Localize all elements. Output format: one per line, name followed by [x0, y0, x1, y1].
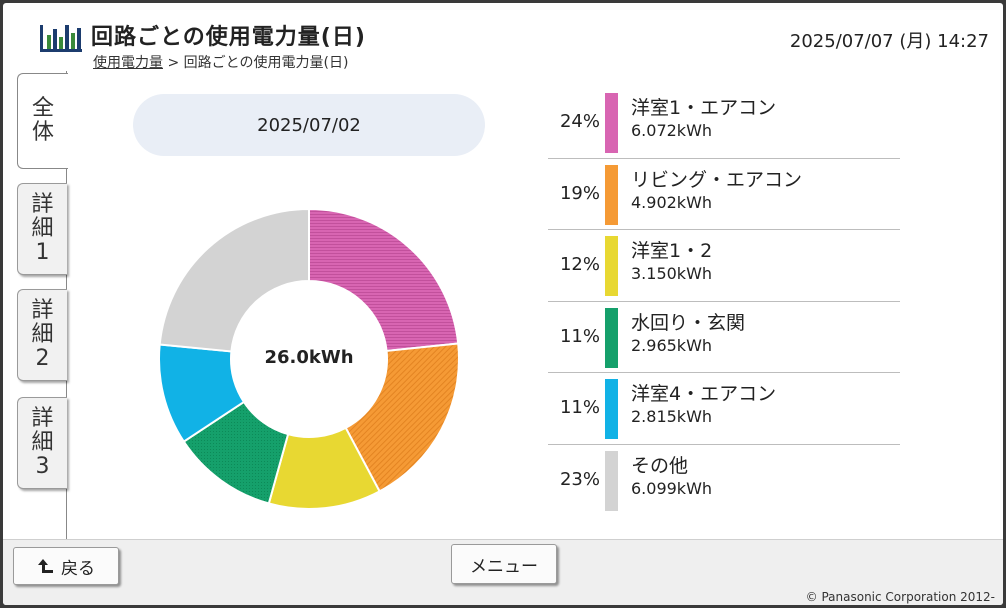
legend-circuit-name: 洋室1・エアコン [631, 97, 777, 119]
legend-swatch [605, 450, 618, 511]
legend-percent: 11% [559, 325, 600, 347]
tab-detail-2[interactable]: 詳 細 2 [17, 289, 67, 381]
legend-swatch [605, 164, 618, 225]
donut-chart [158, 207, 460, 510]
return-arrow-icon [38, 559, 53, 573]
legend-percent: 12% [559, 254, 600, 275]
tab-all[interactable]: 全 体 [17, 73, 68, 169]
legend-percent: 19% [559, 182, 600, 204]
donut-slice [344, 342, 460, 493]
legend-circuit-name: 洋室4・エアコン [631, 383, 777, 405]
legend-row-circuit[interactable]: 24% 洋室1・エアコン 6.072kWh [548, 87, 900, 159]
date-display: 2025/07/02 [133, 94, 485, 156]
legend-row-circuit[interactable]: 11% 洋室4・エアコン 2.815kWh [548, 373, 900, 445]
donut-slice [158, 207, 310, 353]
breadcrumb-link-power-usage[interactable]: 使用電力量 [93, 55, 163, 71]
breadcrumb-current: 回路ごとの使用電力量(日) [183, 55, 349, 71]
total-energy: 26.0kWh [264, 347, 354, 368]
breadcrumb: 使用電力量 > 回路ごとの使用電力量(日) [93, 52, 348, 72]
legend-circuit-name: その他 [631, 454, 689, 477]
legend-row-circuit[interactable]: 11% 水回り・玄関 2.965kWh [548, 302, 900, 373]
screen: 回路ごとの使用電力量(日) 使用電力量 > 回路ごとの使用電力量(日) 2025… [3, 3, 1003, 605]
legend-circuit-name: 洋室1・2 [631, 240, 713, 262]
footer-bar: 戻る メニュー © Panasonic Corporation 2012- [3, 539, 1003, 605]
legend-circuit-name: 水回り・玄関 [631, 311, 746, 334]
legend-percent: 24% [559, 111, 600, 132]
bar-chart-icon [40, 25, 82, 52]
legend-energy-value: 2.815kWh [631, 407, 713, 426]
breadcrumb-separator: > [167, 55, 180, 71]
menu-button[interactable]: メニュー [451, 544, 557, 584]
page-title: 回路ごとの使用電力量(日) [91, 25, 366, 50]
legend-energy-value: 3.150kWh [631, 264, 713, 283]
copyright-text: © Panasonic Corporation 2012- [805, 590, 995, 604]
legend-energy-value: 4.902kWh [631, 192, 713, 212]
legend: 24% 洋室1・エアコン 6.072kWh 19% リビング・エアコン 4.90… [548, 87, 900, 516]
back-button[interactable]: 戻る [13, 547, 119, 585]
legend-row-circuit[interactable]: 23% その他 6.099kWh [548, 445, 900, 517]
tab-detail-3[interactable]: 詳 細 3 [17, 397, 67, 489]
donut-slice [308, 207, 460, 353]
datetime-display: 2025/07/07 (月) 14:27 [789, 31, 989, 52]
legend-swatch [605, 93, 618, 153]
legend-energy-value: 6.099kWh [631, 478, 713, 498]
back-button-label: 戻る [61, 558, 95, 579]
menu-button-label: メニュー [470, 556, 538, 577]
legend-energy-value: 6.072kWh [631, 121, 713, 140]
legend-percent: 23% [559, 468, 600, 490]
legend-row-circuit[interactable]: 19% リビング・エアコン 4.902kWh [548, 159, 900, 230]
tab-detail-1[interactable]: 詳 細 1 [17, 183, 67, 275]
legend-circuit-name: リビング・エアコン [631, 168, 803, 191]
legend-row-circuit[interactable]: 12% 洋室1・2 3.150kWh [548, 230, 900, 302]
legend-swatch [605, 379, 618, 439]
legend-percent: 11% [559, 397, 600, 418]
legend-energy-value: 2.965kWh [631, 335, 713, 355]
legend-swatch [605, 307, 618, 368]
legend-swatch [605, 236, 618, 296]
